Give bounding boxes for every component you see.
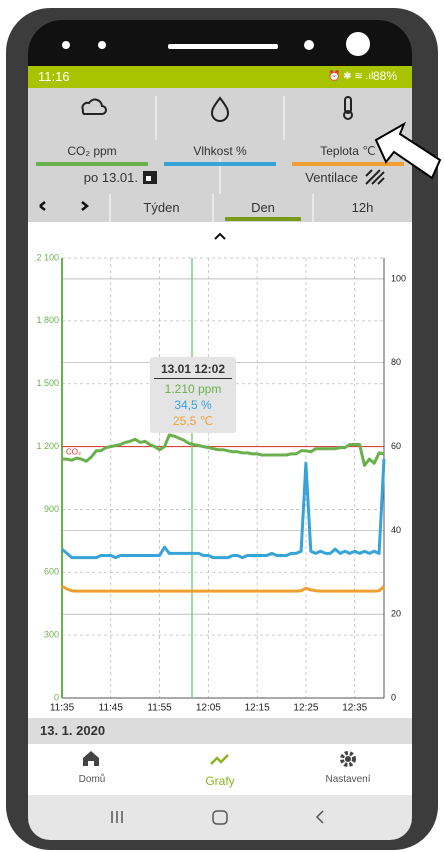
x-tick-label: 12:35 [342, 703, 367, 714]
y-tick-label: 300 [44, 630, 59, 640]
y2-tick-label: 80 [391, 357, 401, 367]
tooltip-rule [154, 378, 232, 379]
tab-label[interactable]: Vlhkost % [193, 144, 247, 158]
series-line [62, 433, 385, 467]
nav-item[interactable]: Grafy [205, 774, 235, 788]
tab-label[interactable]: CO₂ ppm [67, 144, 117, 158]
tab-label[interactable]: Teplota ℃ [320, 144, 376, 158]
bottom-nav: Domů Grafy Nastavení [28, 743, 412, 796]
y2-tick-label: 100 [391, 273, 406, 283]
status-bar: 11:16 ⏰ ✱ ≋ .ıl 88% [28, 66, 412, 88]
tooltip-line: 1.210 ppm [164, 382, 222, 396]
battery: 88% [373, 69, 398, 83]
header-icons [39, 96, 385, 222]
y-tick-label: 900 [44, 504, 59, 514]
nav-item[interactable]: Domů [78, 774, 106, 785]
y2-tick-label: 0 [391, 692, 396, 702]
range-option[interactable]: Den [251, 200, 275, 215]
collapse-caret[interactable] [214, 232, 226, 240]
nav-icons [83, 751, 356, 767]
tooltip-title: 13.01 12:02 [160, 362, 226, 376]
y-tick-label: 600 [44, 567, 59, 577]
tab-underline [36, 162, 148, 166]
tooltip-line: 25,5 ℃ [172, 414, 214, 428]
x-tick-label: 12:05 [196, 703, 221, 714]
y-tick-label: 1 500 [36, 378, 59, 388]
range-underline [225, 217, 301, 221]
x-tick-label: 11:45 [99, 703, 124, 714]
tooltip-line: 34,5 % [174, 398, 212, 412]
mode-label[interactable]: Ventilace [305, 170, 358, 185]
date-footer-text: 13. 1. 2020 [40, 723, 106, 738]
y-tick-label: 1 200 [36, 441, 59, 451]
range-option[interactable]: Týden [143, 200, 180, 215]
x-tick-label: 11:55 [147, 703, 172, 714]
range-option[interactable]: 12h [351, 200, 374, 215]
system-nav-icons [111, 810, 324, 825]
y2-tick-label: 40 [391, 525, 401, 535]
x-tick-label: 12:25 [293, 703, 318, 714]
y2-tick-label: 20 [391, 609, 401, 619]
y2-tick-label: 60 [391, 441, 401, 451]
mouse-cursor [374, 121, 442, 180]
y-tick-label: 1 800 [36, 315, 59, 325]
x-tick-label: 12:15 [245, 703, 270, 714]
tab-underline [164, 162, 276, 166]
status-time: 11:16 [38, 69, 70, 84]
status-icons: ⏰ ✱ ≋ .ıl [328, 71, 374, 82]
tab-underline [292, 162, 404, 166]
tooltip: 13.01 12:02 1.210 ppm 34,5 % 25,5 ℃ [150, 357, 236, 433]
date-label[interactable]: po 13.01. [83, 170, 138, 185]
threshold-label: CO₂ [66, 448, 81, 457]
nav-item[interactable]: Nastavení [325, 774, 371, 785]
series-line [61, 584, 385, 593]
x-tick-label: 11:35 [50, 703, 75, 714]
camera-area [62, 32, 370, 56]
series-line [61, 459, 386, 560]
date-footer: 13. 1. 2020 [28, 718, 412, 743]
chart: 0 300 600 900 1 200 1 500 1 800 2 100 0 20 40 60 80 1… [36, 252, 406, 714]
screen: 11:16 ⏰ ✱ ≋ .ıl 88% CO₂ ppm Vlhkost % Tepl… [28, 20, 412, 840]
header: CO₂ ppm Vlhkost % Teplota ℃ po 13.01. Vent… [28, 88, 412, 222]
y-tick-label: 2 100 [36, 252, 59, 262]
system-nav [28, 795, 412, 840]
y-tick-label: 0 [54, 692, 59, 702]
